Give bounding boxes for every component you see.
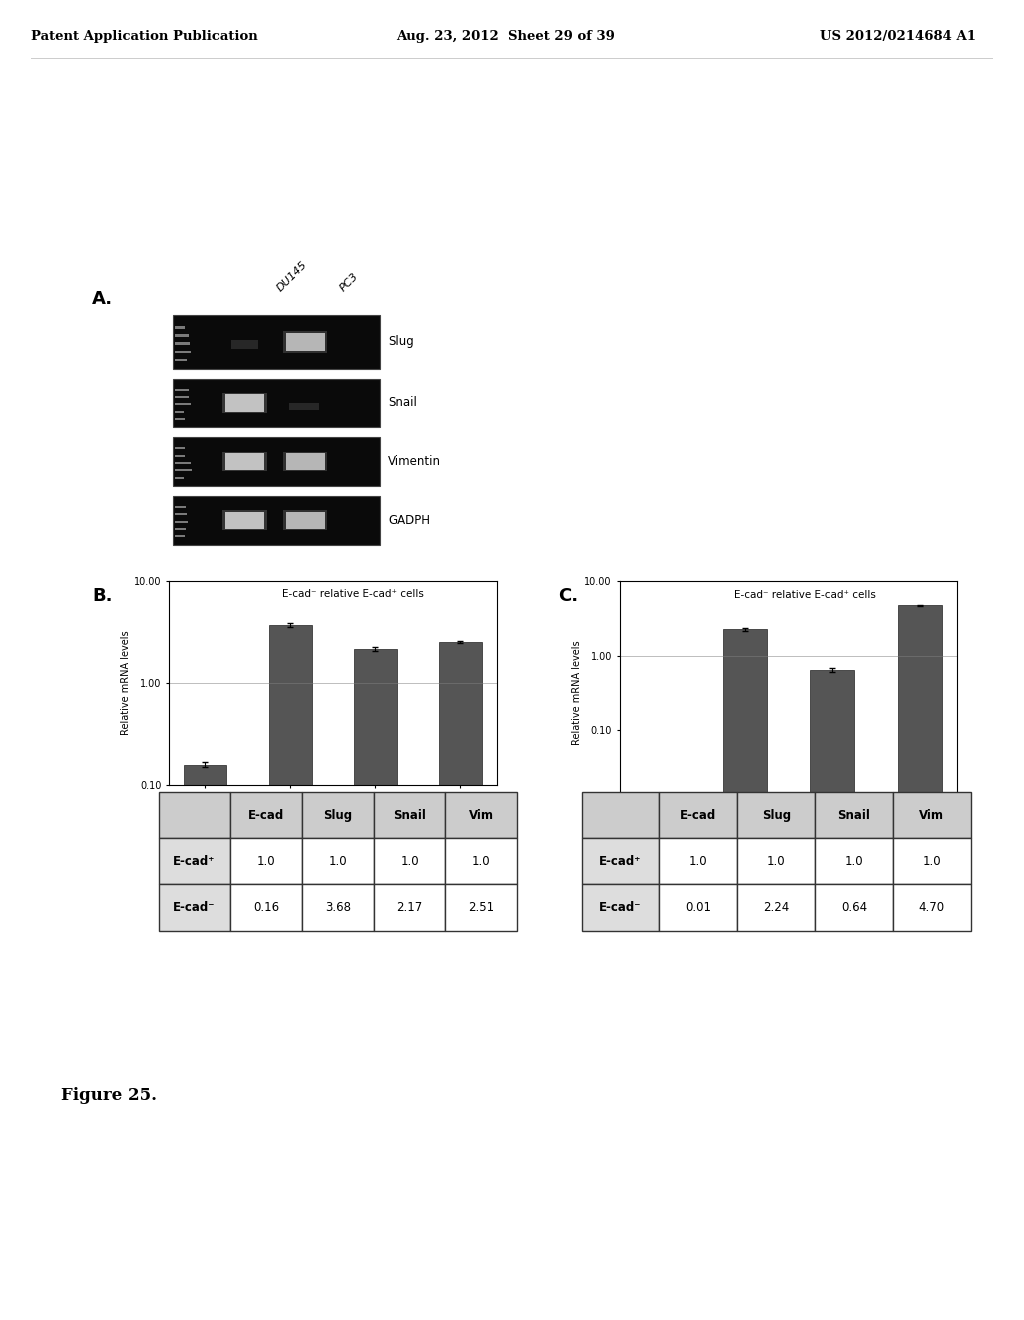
Y-axis label: Relative mRNA levels: Relative mRNA levels — [571, 640, 582, 746]
Bar — [175, 404, 190, 405]
Text: PC3: PC3 — [338, 271, 360, 293]
Bar — [222, 451, 266, 471]
Text: A.: A. — [92, 290, 114, 309]
Text: GADPH: GADPH — [388, 513, 430, 527]
Bar — [175, 334, 188, 337]
Bar — [175, 447, 185, 449]
Bar — [175, 477, 183, 479]
Bar — [222, 393, 266, 413]
Text: Vimentin: Vimentin — [388, 455, 441, 469]
Bar — [175, 513, 187, 515]
Bar — [269, 626, 311, 1320]
Bar — [439, 643, 481, 1320]
Bar — [225, 453, 264, 470]
Text: Figure 25.: Figure 25. — [61, 1088, 158, 1104]
Text: E-cad⁻ relative E-cad⁺ cells: E-cad⁻ relative E-cad⁺ cells — [734, 590, 877, 599]
Bar — [175, 326, 185, 329]
Bar — [172, 379, 380, 428]
Bar — [289, 403, 319, 409]
Bar — [175, 359, 186, 360]
Bar — [175, 342, 189, 345]
Y-axis label: Relative mRNA levels: Relative mRNA levels — [121, 631, 131, 735]
Text: B.: B. — [92, 587, 113, 606]
Bar — [898, 606, 942, 1320]
Bar — [286, 512, 325, 529]
Text: DU145: DU145 — [274, 259, 309, 293]
Bar — [184, 764, 226, 1320]
Bar — [225, 395, 264, 412]
Bar — [175, 528, 186, 531]
Bar — [286, 333, 325, 351]
Bar — [172, 315, 380, 368]
Bar — [175, 396, 188, 399]
Bar — [810, 671, 854, 1320]
Text: Aug. 23, 2012  Sheet 29 of 39: Aug. 23, 2012 Sheet 29 of 39 — [396, 29, 615, 42]
Bar — [175, 389, 189, 391]
Bar — [175, 520, 188, 523]
Bar — [283, 511, 328, 531]
Bar — [175, 536, 185, 537]
Bar — [225, 512, 264, 529]
Bar — [283, 331, 328, 352]
Text: Slug: Slug — [388, 335, 414, 348]
Text: Snail: Snail — [388, 396, 417, 409]
Text: E-cad⁻ relative E-cad⁺ cells: E-cad⁻ relative E-cad⁺ cells — [282, 589, 423, 599]
Text: Patent Application Publication: Patent Application Publication — [31, 29, 257, 42]
Bar — [222, 511, 266, 531]
Bar — [635, 805, 679, 1320]
Bar — [723, 630, 767, 1320]
Bar — [230, 341, 258, 350]
Bar — [172, 437, 380, 486]
Text: C.: C. — [558, 587, 579, 606]
Bar — [286, 453, 325, 470]
Bar — [175, 462, 190, 465]
Bar — [175, 506, 186, 508]
Bar — [175, 411, 184, 413]
Bar — [175, 351, 191, 352]
Bar — [354, 648, 396, 1320]
Bar — [175, 418, 185, 420]
Bar — [175, 455, 185, 457]
Bar — [283, 451, 328, 471]
Text: US 2012/0214684 A1: US 2012/0214684 A1 — [820, 29, 976, 42]
Bar — [172, 496, 380, 545]
Bar — [175, 470, 191, 471]
